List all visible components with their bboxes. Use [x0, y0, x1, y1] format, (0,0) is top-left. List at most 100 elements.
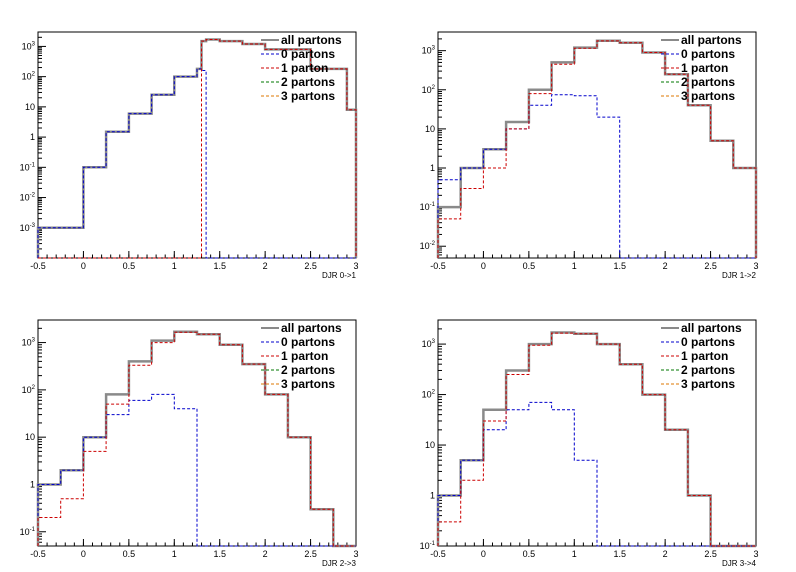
panels: -0.5 0 0.5 1 1.5 2 2.5 310-310-210-1110102103DJ… — [20, 31, 759, 568]
legend-label-2-partons: 2 partons — [281, 75, 335, 89]
x-tick-label: 1 — [172, 261, 177, 271]
plot-frame — [437, 31, 757, 259]
series-0-partons — [437, 401, 756, 547]
y-tick-label: 1 — [430, 491, 435, 501]
x-tick-label: -0.5 — [430, 261, 446, 271]
legend-label-1-parton: 1 parton — [281, 61, 328, 75]
x-tick-label: 1.5 — [613, 261, 626, 271]
x-tick-label: 0 — [481, 549, 486, 559]
series-1-parton — [437, 332, 756, 547]
y-tick-label: 10-2 — [20, 193, 36, 203]
y-tick-label: 1 — [30, 132, 35, 142]
y-tick-label: 10 — [25, 102, 35, 112]
series-1-parton — [437, 40, 757, 258]
legend-label-all-partons: all partons — [281, 321, 342, 335]
x-tick-label: 1 — [572, 261, 577, 271]
x-tick-label: 2.5 — [704, 261, 717, 271]
y-tick-label: 103 — [422, 46, 436, 56]
y-tick-label: 102 — [422, 85, 436, 95]
series-0-partons — [37, 393, 356, 547]
x-axis-ticks: -0.5 0 0.5 1 1.5 2 2.5 3 — [30, 539, 359, 559]
y-tick-label: 10-1 — [420, 541, 436, 551]
x-tick-label: 2 — [263, 549, 268, 559]
legend-label-2-partons: 2 partons — [681, 363, 735, 377]
y-tick-label: 102 — [22, 72, 36, 82]
y-tick-label: 103 — [22, 338, 36, 348]
x-tick-label: 0 — [481, 261, 486, 271]
series-0-partons — [37, 68, 356, 259]
series-0-partons — [437, 94, 756, 259]
legend-label-1-parton: 1 parton — [681, 61, 728, 75]
x-tick-label: 2.5 — [304, 261, 317, 271]
y-tick-label: 10-3 — [20, 223, 36, 233]
legend-label-0-partons: 0 partons — [281, 335, 335, 349]
panel-4: -0.5 0 0.5 1 1.5 2 2.5 3 10-1 1 10 102 103 DJR 3->4 al… — [420, 319, 759, 568]
x-tick-label: 1.5 — [613, 549, 626, 559]
x-tick-label: 2 — [663, 261, 668, 271]
x-tick-label: 1.5 — [213, 549, 226, 559]
x-axis-ticks: -0.5 0 0.5 1 1.5 2 2.5 3 — [430, 251, 759, 271]
legend-label-all-partons: all partons — [681, 33, 742, 47]
x-tick-label: -0.5 — [430, 549, 446, 559]
x-tick-label: 3 — [753, 549, 758, 559]
x-axis-title: DJR 1->2 — [722, 271, 757, 280]
y-tick-label: 10-1 — [20, 527, 36, 537]
y-axis-ticks: 10-1 1 10 102 103 — [20, 319, 46, 547]
panel-1: -0.5 0 0.5 1 1.5 2 2.5 3 10-3 10-2 10-1 1 10 102 103 DJ… — [20, 31, 359, 280]
x-tick-label: 3 — [753, 261, 758, 271]
x-tick-label: 1 — [572, 549, 577, 559]
y-tick-label: 1 — [30, 479, 35, 489]
series-1-parton — [38, 39, 357, 259]
x-axis-title: DJR 3->4 — [722, 559, 757, 568]
legend-label-2-partons: 2 partons — [281, 363, 335, 377]
legend-label-1-parton: 1 parton — [681, 349, 728, 363]
legend-label-0-partons: 0 partons — [281, 47, 335, 61]
legend-label-3-partons: 3 partons — [281, 377, 335, 391]
panel-3: -0.5 0 0.5 1 1.5 2 2.5 3 10-1 1 1 0 102 103 DJR 2->3 al… — [20, 319, 359, 568]
x-tick-label: 3 — [353, 549, 358, 559]
x-tick-label: 0.5 — [523, 549, 536, 559]
legend-label-1-parton: 1 parton — [281, 349, 328, 363]
x-tick-label: -0.5 — [30, 549, 46, 559]
y-tick-label: 103 — [422, 339, 436, 349]
y-tick-label: 10-1 — [20, 162, 36, 172]
x-tick-label: -0.5 — [30, 261, 46, 271]
legend-label-3-partons: 3 partons — [281, 89, 335, 103]
x-axis-ticks: -0.5 0 0.5 1 1.5 2 2.5 3 — [430, 539, 759, 559]
x-tick-label: 0.5 — [123, 549, 136, 559]
y-tick-label: 102 — [22, 385, 36, 395]
x-tick-label: 2.5 — [704, 549, 717, 559]
legend-label-2-partons: 2 partons — [681, 75, 735, 89]
x-tick-label: 3 — [353, 261, 358, 271]
x-tick-label: 2 — [663, 549, 668, 559]
y-axis-ticks: 10-2 10-1 1 10 102 103 — [420, 31, 446, 259]
x-tick-label: 2.5 — [304, 549, 317, 559]
legend-label-0-partons: 0 partons — [681, 335, 735, 349]
x-axis-title: DJR 0->1 — [322, 271, 357, 280]
x-tick-label: 1 — [172, 549, 177, 559]
x-axis-title: DJR 2->3 — [322, 559, 357, 568]
y-tick-label: 10-1 — [420, 202, 436, 212]
x-tick-label: 0 — [81, 261, 86, 271]
y-tick-label: 10 — [425, 124, 435, 134]
legend-label-all-partons: all partons — [681, 321, 742, 335]
x-tick-label: 0.5 — [123, 261, 136, 271]
legend-label-all-partons: all partons — [281, 33, 342, 47]
y-axis-ticks: 10-3 10-2 10-1 1 10 102 103 — [20, 31, 46, 259]
x-tick-label: 0.5 — [523, 261, 536, 271]
legend-label-3-partons: 3 partons — [681, 377, 735, 391]
y-tick-label: 102 — [422, 390, 436, 400]
x-tick-label: 1.5 — [213, 261, 226, 271]
series-1-parton — [37, 331, 356, 547]
legend-label-0-partons: 0 partons — [681, 47, 735, 61]
y-tick-label: 1 — [430, 163, 435, 173]
y-tick-label: 10 — [425, 440, 435, 450]
x-tick-label: 0 — [81, 549, 86, 559]
y-axis-ticks: 10-1 1 10 102 103 — [420, 319, 446, 551]
